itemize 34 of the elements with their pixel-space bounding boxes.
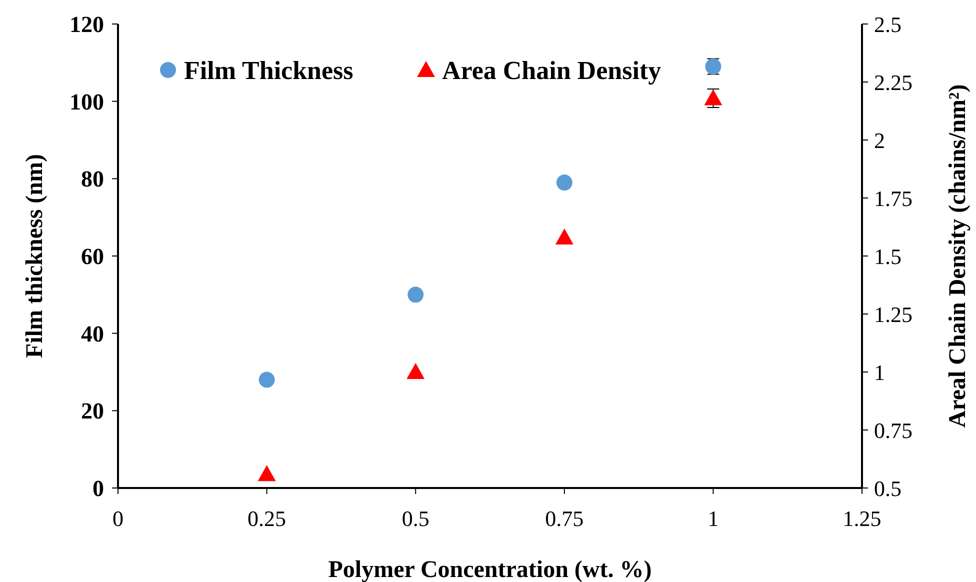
y-tick-label: 20 [81,398,104,424]
point [556,174,572,191]
x-tick-label: 0.25 [248,506,286,531]
legend-label: Film Thickness [184,56,354,85]
y2-tick-label: 1.75 [874,186,912,211]
y2-tick-label: 0.5 [874,476,902,501]
point [704,89,722,106]
y2-tick-label: 0.75 [874,418,912,443]
y2-tick-label: 2.5 [874,12,902,37]
point [408,286,424,303]
y-tick-label: 80 [81,166,104,192]
point [406,363,425,379]
y-tick-label: 0 [92,476,104,501]
x-tick-label: 1.25 [842,506,882,531]
y-tick-label: 40 [81,321,104,346]
x-tick-label: 0.5 [402,506,430,531]
y2-tick-label: 2.25 [874,70,912,95]
y2-tick-label: 1.25 [874,302,912,327]
x-tick-label: 1 [708,506,719,531]
x-tick-label: 0.75 [545,506,584,531]
point [258,372,275,388]
point [258,465,276,482]
y2-tick-label: 2 [874,128,885,153]
y2-tick-label: 1 [874,360,885,385]
point [555,228,574,244]
y-axis-title: Film thickness (nm) [22,154,48,358]
x-tick-label: 0 [112,506,124,531]
x-axis-title: Polymer Concentration (wt. %) [328,557,652,582]
legend-label: Area Chain Density [442,56,662,85]
y-tick-label: 60 [81,244,104,269]
y2-tick-label: 1.5 [874,244,902,269]
y-tick-label: 100 [70,89,104,114]
y2-axis-title: Areal Chain Density (chains/nm²) [945,84,971,428]
y-tick-label: 120 [70,12,104,37]
